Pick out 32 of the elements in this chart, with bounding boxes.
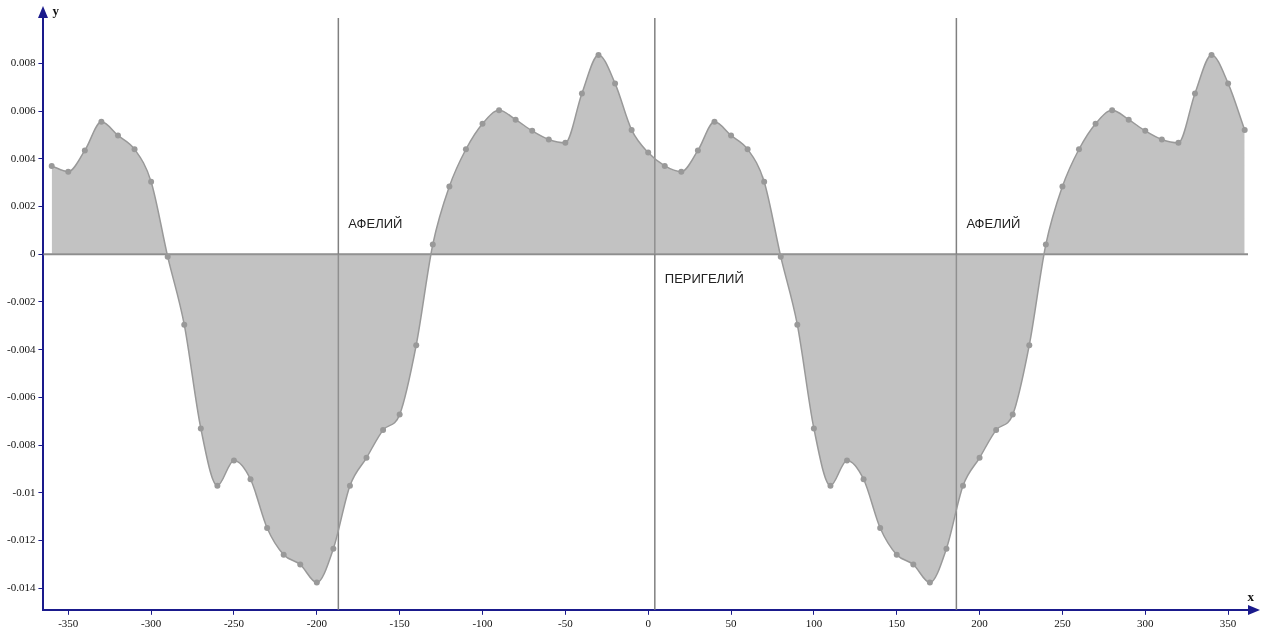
x-tick-label: -50 bbox=[558, 617, 574, 630]
ref-line-label: АФЕЛИЙ bbox=[348, 215, 403, 231]
y-tick-label: -0.012 bbox=[6, 533, 36, 546]
y-tick-label: -0.014 bbox=[6, 581, 36, 594]
y-tick-label: 0.008 bbox=[10, 56, 36, 69]
y-tick-label: -0.004 bbox=[6, 342, 36, 355]
y-tick-label: 0.002 bbox=[10, 199, 36, 212]
x-tick-label: -350 bbox=[58, 617, 79, 630]
x-tick-label: -250 bbox=[223, 617, 245, 630]
x-tick-label: -100 bbox=[472, 617, 494, 630]
x-tick-label: 200 bbox=[971, 617, 989, 630]
x-tick-label: 100 bbox=[805, 617, 823, 630]
y-tick-label: -0.01 bbox=[12, 485, 36, 498]
y-tick-label: -0.006 bbox=[6, 390, 36, 403]
x-tick-label: 0 bbox=[645, 617, 652, 630]
x-tick-label: 250 bbox=[1054, 617, 1072, 630]
y-axis-title: y bbox=[52, 3, 60, 19]
ref-line-label: ПЕРИГЕЛИЙ bbox=[664, 270, 744, 286]
x-tick-label: 350 bbox=[1219, 617, 1237, 630]
x-axis-title: x bbox=[1247, 588, 1255, 604]
y-tick-label: 0 bbox=[29, 247, 36, 260]
x-tick-label: 300 bbox=[1137, 617, 1155, 630]
y-tick-label: -0.008 bbox=[6, 438, 36, 451]
x-tick-label: 150 bbox=[888, 617, 906, 630]
x-tick-label: -300 bbox=[141, 617, 162, 630]
x-tick-label: -200 bbox=[306, 617, 328, 630]
x-tick-label: -150 bbox=[389, 617, 411, 630]
y-tick-label: 0.006 bbox=[10, 103, 36, 116]
y-tick-label: 0.004 bbox=[10, 151, 36, 164]
ref-line-label: АФЕЛИЙ bbox=[966, 215, 1021, 231]
x-tick-label: 50 bbox=[725, 617, 738, 630]
y-tick-label: -0.002 bbox=[6, 294, 36, 307]
